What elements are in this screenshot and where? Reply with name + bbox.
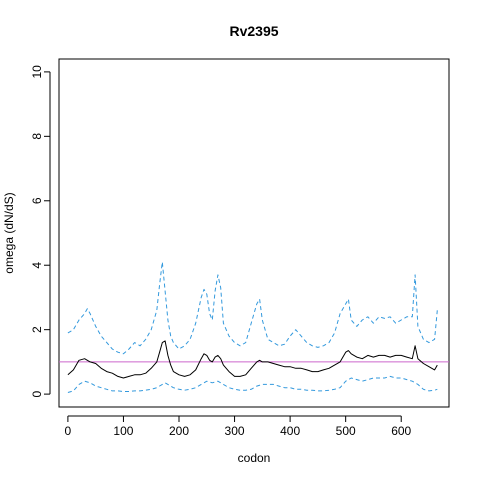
- lower-bound-line: [67, 375, 438, 393]
- y-axis-label: omega (dN/dS): [2, 192, 16, 273]
- x-axis: 0 100 200 300 400 500 600: [65, 415, 412, 438]
- x-tick-label: 0: [65, 424, 72, 438]
- x-tick-label: 200: [169, 424, 189, 438]
- chart-title: Rv2395: [229, 23, 278, 39]
- omega-line: [67, 340, 438, 379]
- y-tick-label: 4: [30, 262, 44, 269]
- plot-frame: [58, 58, 450, 408]
- y-tick-label: 6: [30, 197, 44, 204]
- y-tick-label: 2: [30, 326, 44, 333]
- y-tick-label: 10: [30, 65, 44, 79]
- y-axis: 0 2 4 6 8 10: [30, 65, 51, 397]
- y-tick-label: 8: [30, 133, 44, 140]
- x-tick-label: 400: [280, 424, 300, 438]
- x-axis-label: codon: [238, 451, 271, 465]
- x-tick-label: 100: [113, 424, 133, 438]
- series-layer: [67, 261, 438, 393]
- upper-bound-line: [67, 261, 438, 355]
- x-tick-label: 300: [225, 424, 245, 438]
- x-tick-label: 600: [391, 424, 411, 438]
- y-tick-label: 0: [30, 390, 44, 397]
- x-tick-label: 500: [336, 424, 356, 438]
